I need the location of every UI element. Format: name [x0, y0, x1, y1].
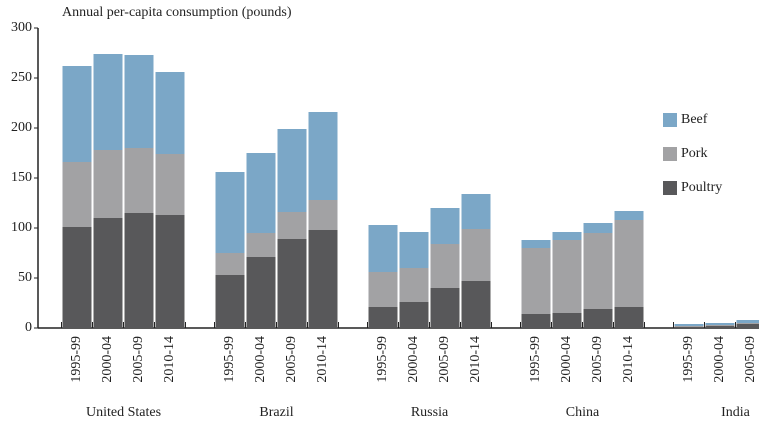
x-tick-label: 1995-99	[681, 336, 696, 383]
bar-segment	[62, 227, 92, 328]
y-tick-label: 250	[11, 70, 32, 85]
bar-segment	[308, 200, 338, 230]
x-tick-label: 2010-14	[621, 336, 636, 383]
y-tick-label: 300	[11, 20, 32, 35]
group-label: Brazil	[259, 405, 293, 420]
bar-segment	[368, 307, 398, 328]
bar-segment	[368, 225, 398, 272]
bar-segment	[124, 148, 154, 213]
chart-title: Annual per-capita consumption (pounds)	[62, 5, 292, 20]
bar-segment	[705, 325, 735, 326]
bar-segment	[155, 72, 185, 154]
bar-segment	[155, 154, 185, 215]
x-tick-label: 1995-99	[69, 336, 84, 383]
bar-segment	[461, 229, 491, 281]
legend-label: Poultry	[681, 180, 722, 195]
bar-segment	[93, 150, 123, 218]
legend-swatch	[663, 147, 677, 161]
group-label: Russia	[411, 405, 449, 420]
bar-segment	[124, 213, 154, 328]
x-tick-label: 2000-04	[712, 336, 727, 383]
bar-segment	[215, 253, 245, 275]
bar-segment	[93, 54, 123, 150]
x-tick-label: 2005-09	[131, 336, 146, 383]
bar-segment	[552, 232, 582, 240]
bar-segment	[583, 309, 613, 328]
x-tick-label: 2010-14	[468, 336, 483, 383]
y-tick-label: 200	[11, 120, 32, 135]
bar-segment	[521, 240, 551, 248]
bar-segment	[155, 215, 185, 328]
bar-segment	[246, 153, 276, 233]
bar-segment	[521, 248, 551, 314]
x-tick-label: 2005-09	[590, 336, 605, 383]
bar-segment	[583, 233, 613, 309]
bar-segment	[461, 194, 491, 229]
x-tick-label: 2000-04	[253, 336, 268, 383]
group-label: India	[721, 405, 751, 420]
x-tick-label: 2010-14	[162, 336, 177, 383]
x-tick-label: 1995-99	[375, 336, 390, 383]
bar-segment	[552, 313, 582, 328]
bar-segment	[277, 212, 307, 239]
bar-segment	[246, 233, 276, 257]
x-tick-label: 2005-09	[284, 336, 299, 383]
legend-label: Pork	[681, 146, 707, 161]
bar-segment	[552, 240, 582, 313]
x-tick-label: 1995-99	[222, 336, 237, 383]
bar-segment	[674, 324, 704, 326]
bar-segment	[277, 239, 307, 328]
bar-segment	[246, 257, 276, 328]
group-label: United States	[86, 405, 161, 420]
bar-segment	[614, 220, 644, 307]
bar-segment	[62, 66, 92, 162]
group-label: China	[566, 405, 600, 420]
bar-segment	[736, 324, 759, 328]
bar-segment	[705, 326, 735, 328]
bar-segment	[215, 275, 245, 328]
y-tick-label: 50	[18, 270, 32, 285]
bar-segment	[124, 55, 154, 148]
bar-segment	[430, 288, 460, 328]
x-tick-label: 1995-99	[528, 336, 543, 383]
bar-segment	[461, 281, 491, 328]
x-tick-label: 2005-09	[437, 336, 452, 383]
bar-segment	[430, 208, 460, 244]
bar-segment	[399, 232, 429, 268]
x-tick-label: 2005-09	[743, 336, 758, 383]
x-tick-label: 2000-04	[100, 336, 115, 383]
bar-segment	[583, 223, 613, 233]
bar-segment	[368, 272, 398, 307]
y-tick-label: 150	[11, 170, 32, 185]
x-tick-label: 2000-04	[406, 336, 421, 383]
bar-segment	[614, 211, 644, 220]
bar-segment	[614, 307, 644, 328]
bar-segment	[93, 218, 123, 328]
bar-segment	[430, 244, 460, 288]
x-tick-label: 2000-04	[559, 336, 574, 383]
bar-segment	[399, 302, 429, 328]
bar-segment	[674, 326, 704, 327]
bar-segment	[308, 112, 338, 200]
bar-segment	[521, 314, 551, 328]
y-tick-label: 100	[11, 220, 32, 235]
y-tick-label: 0	[25, 320, 32, 335]
legend-swatch	[663, 181, 677, 195]
bar-segment	[215, 172, 245, 253]
bar-segment	[674, 327, 704, 328]
bar-segment	[62, 162, 92, 227]
bar-segment	[736, 320, 759, 323]
bar-segment	[308, 230, 338, 328]
x-tick-label: 2010-14	[315, 336, 330, 383]
bar-segment	[736, 323, 759, 324]
bar-segment	[277, 129, 307, 212]
bar-segment	[705, 323, 735, 325]
legend-swatch	[663, 113, 677, 127]
bar-segment	[399, 268, 429, 302]
legend-label: Beef	[681, 112, 708, 127]
